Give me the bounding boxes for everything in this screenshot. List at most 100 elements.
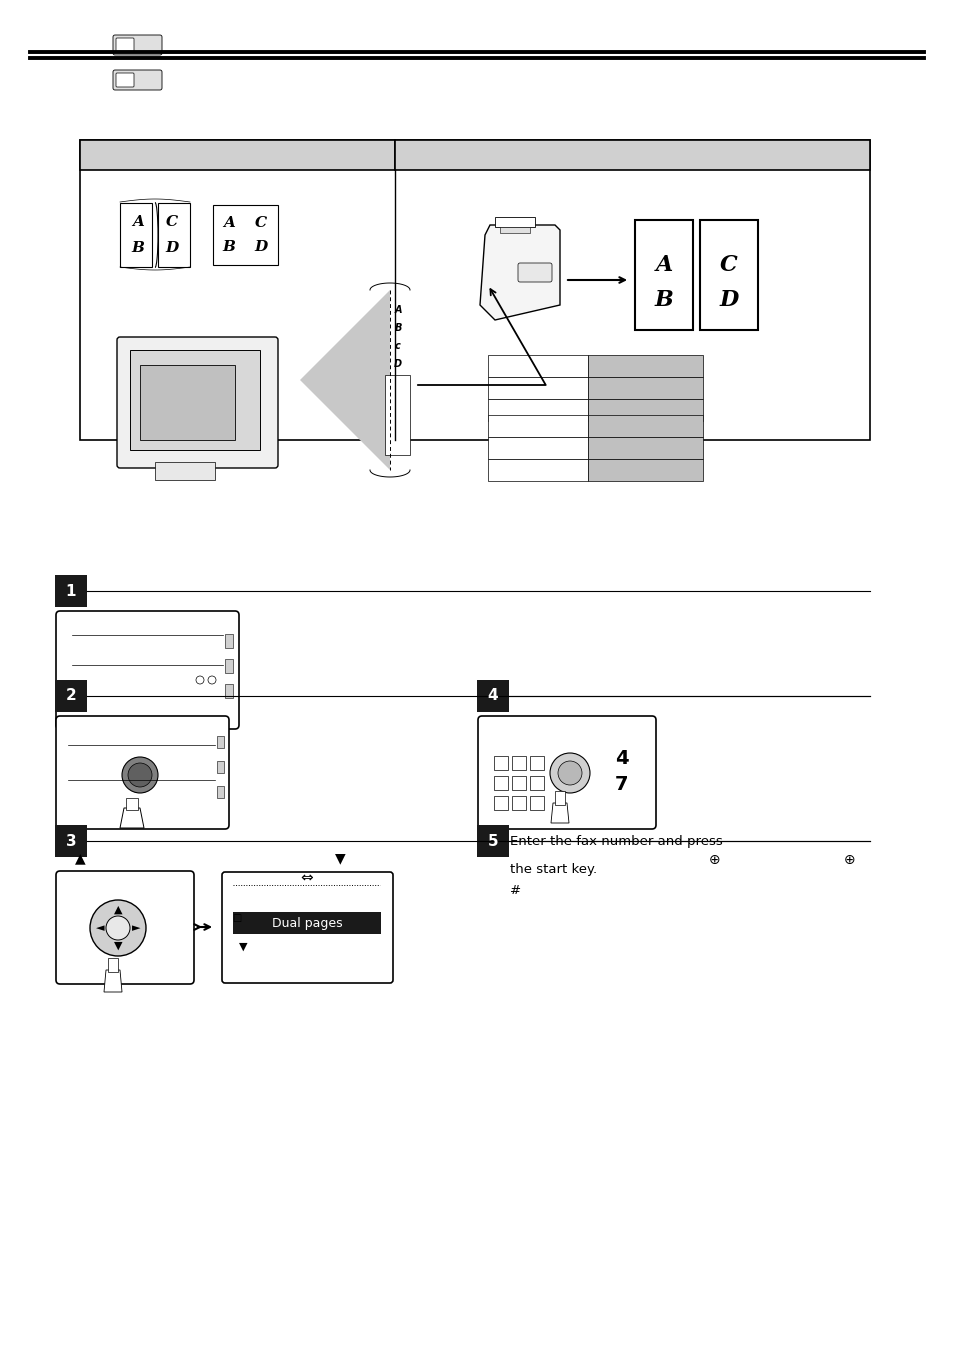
Text: A: A [223, 216, 234, 230]
Text: C: C [254, 216, 267, 230]
Text: 5: 5 [487, 834, 497, 848]
Text: ⊕: ⊕ [708, 852, 720, 867]
Bar [587, 399, 702, 422]
Bar [216, 761, 224, 773]
Text: B: B [222, 240, 235, 254]
Bar [140, 365, 234, 440]
Text: c: c [395, 340, 400, 351]
Text: D: D [165, 240, 178, 255]
Bar [512, 775, 525, 790]
Circle shape [90, 900, 146, 957]
Bar [216, 786, 224, 798]
Bar [488, 459, 587, 481]
Bar [55, 825, 87, 857]
Text: B: B [654, 289, 673, 311]
Bar [494, 775, 507, 790]
Bar [80, 141, 869, 440]
FancyBboxPatch shape [56, 716, 229, 830]
Bar [587, 377, 702, 399]
Polygon shape [299, 290, 390, 470]
Text: ▼: ▼ [335, 851, 345, 865]
Text: 4: 4 [487, 689, 497, 704]
Bar [488, 377, 587, 399]
FancyBboxPatch shape [477, 716, 656, 830]
Text: A: A [655, 254, 672, 276]
Text: 2: 2 [66, 689, 76, 704]
FancyBboxPatch shape [517, 263, 552, 282]
FancyBboxPatch shape [117, 336, 277, 467]
Bar [154, 462, 214, 480]
Bar [130, 350, 260, 450]
Text: Enter the fax number and press: Enter the fax number and press [510, 835, 722, 848]
Circle shape [195, 676, 204, 684]
Text: Dual pages: Dual pages [272, 916, 342, 929]
FancyBboxPatch shape [222, 871, 393, 984]
Bar [476, 680, 509, 712]
Circle shape [208, 676, 215, 684]
Polygon shape [126, 798, 138, 811]
Text: ▼: ▼ [113, 942, 122, 951]
FancyBboxPatch shape [112, 70, 162, 91]
Bar [225, 659, 233, 673]
Bar [225, 634, 233, 648]
Polygon shape [104, 970, 122, 992]
Text: ▼: ▼ [238, 942, 247, 952]
Bar [530, 757, 543, 770]
Polygon shape [551, 802, 568, 823]
Bar [700, 220, 758, 330]
Bar [395, 141, 869, 170]
Polygon shape [120, 808, 144, 828]
Polygon shape [108, 958, 118, 971]
Text: □: □ [233, 913, 241, 923]
Text: ⇔: ⇔ [300, 870, 313, 885]
Text: 3: 3 [66, 834, 76, 848]
Circle shape [550, 753, 589, 793]
Bar [488, 415, 587, 436]
Bar [495, 218, 535, 227]
Bar [587, 415, 702, 436]
Text: A: A [394, 305, 401, 315]
FancyBboxPatch shape [112, 35, 162, 55]
Polygon shape [120, 203, 152, 267]
Bar [587, 459, 702, 481]
Bar [635, 220, 692, 330]
Bar [512, 796, 525, 811]
Bar [55, 680, 87, 712]
Bar [225, 684, 233, 698]
Text: D: D [394, 359, 401, 369]
Bar [488, 355, 587, 377]
Text: #: # [510, 884, 520, 897]
Text: B: B [132, 240, 144, 255]
Bar [530, 775, 543, 790]
Bar [80, 141, 395, 170]
Text: D: D [719, 289, 738, 311]
Circle shape [128, 763, 152, 788]
Text: 7: 7 [615, 775, 628, 794]
Polygon shape [479, 226, 559, 320]
Bar [213, 205, 277, 265]
Bar [385, 376, 410, 455]
Bar [499, 227, 530, 232]
Bar [587, 436, 702, 459]
Bar [216, 736, 224, 748]
Bar [587, 355, 702, 377]
Text: A: A [132, 215, 144, 230]
FancyBboxPatch shape [116, 73, 133, 86]
Bar [494, 757, 507, 770]
FancyBboxPatch shape [116, 38, 133, 51]
Bar [55, 576, 87, 607]
Bar [488, 399, 587, 422]
Text: ◄: ◄ [95, 923, 104, 934]
Bar [494, 796, 507, 811]
Bar [512, 757, 525, 770]
Text: D: D [254, 240, 268, 254]
Polygon shape [555, 790, 564, 805]
Text: 4: 4 [615, 748, 628, 767]
Text: ►: ► [132, 923, 140, 934]
Bar [233, 912, 380, 934]
Text: the start key.: the start key. [510, 863, 597, 877]
Text: 1: 1 [66, 584, 76, 598]
Circle shape [558, 761, 581, 785]
Bar [476, 825, 509, 857]
Circle shape [122, 757, 158, 793]
